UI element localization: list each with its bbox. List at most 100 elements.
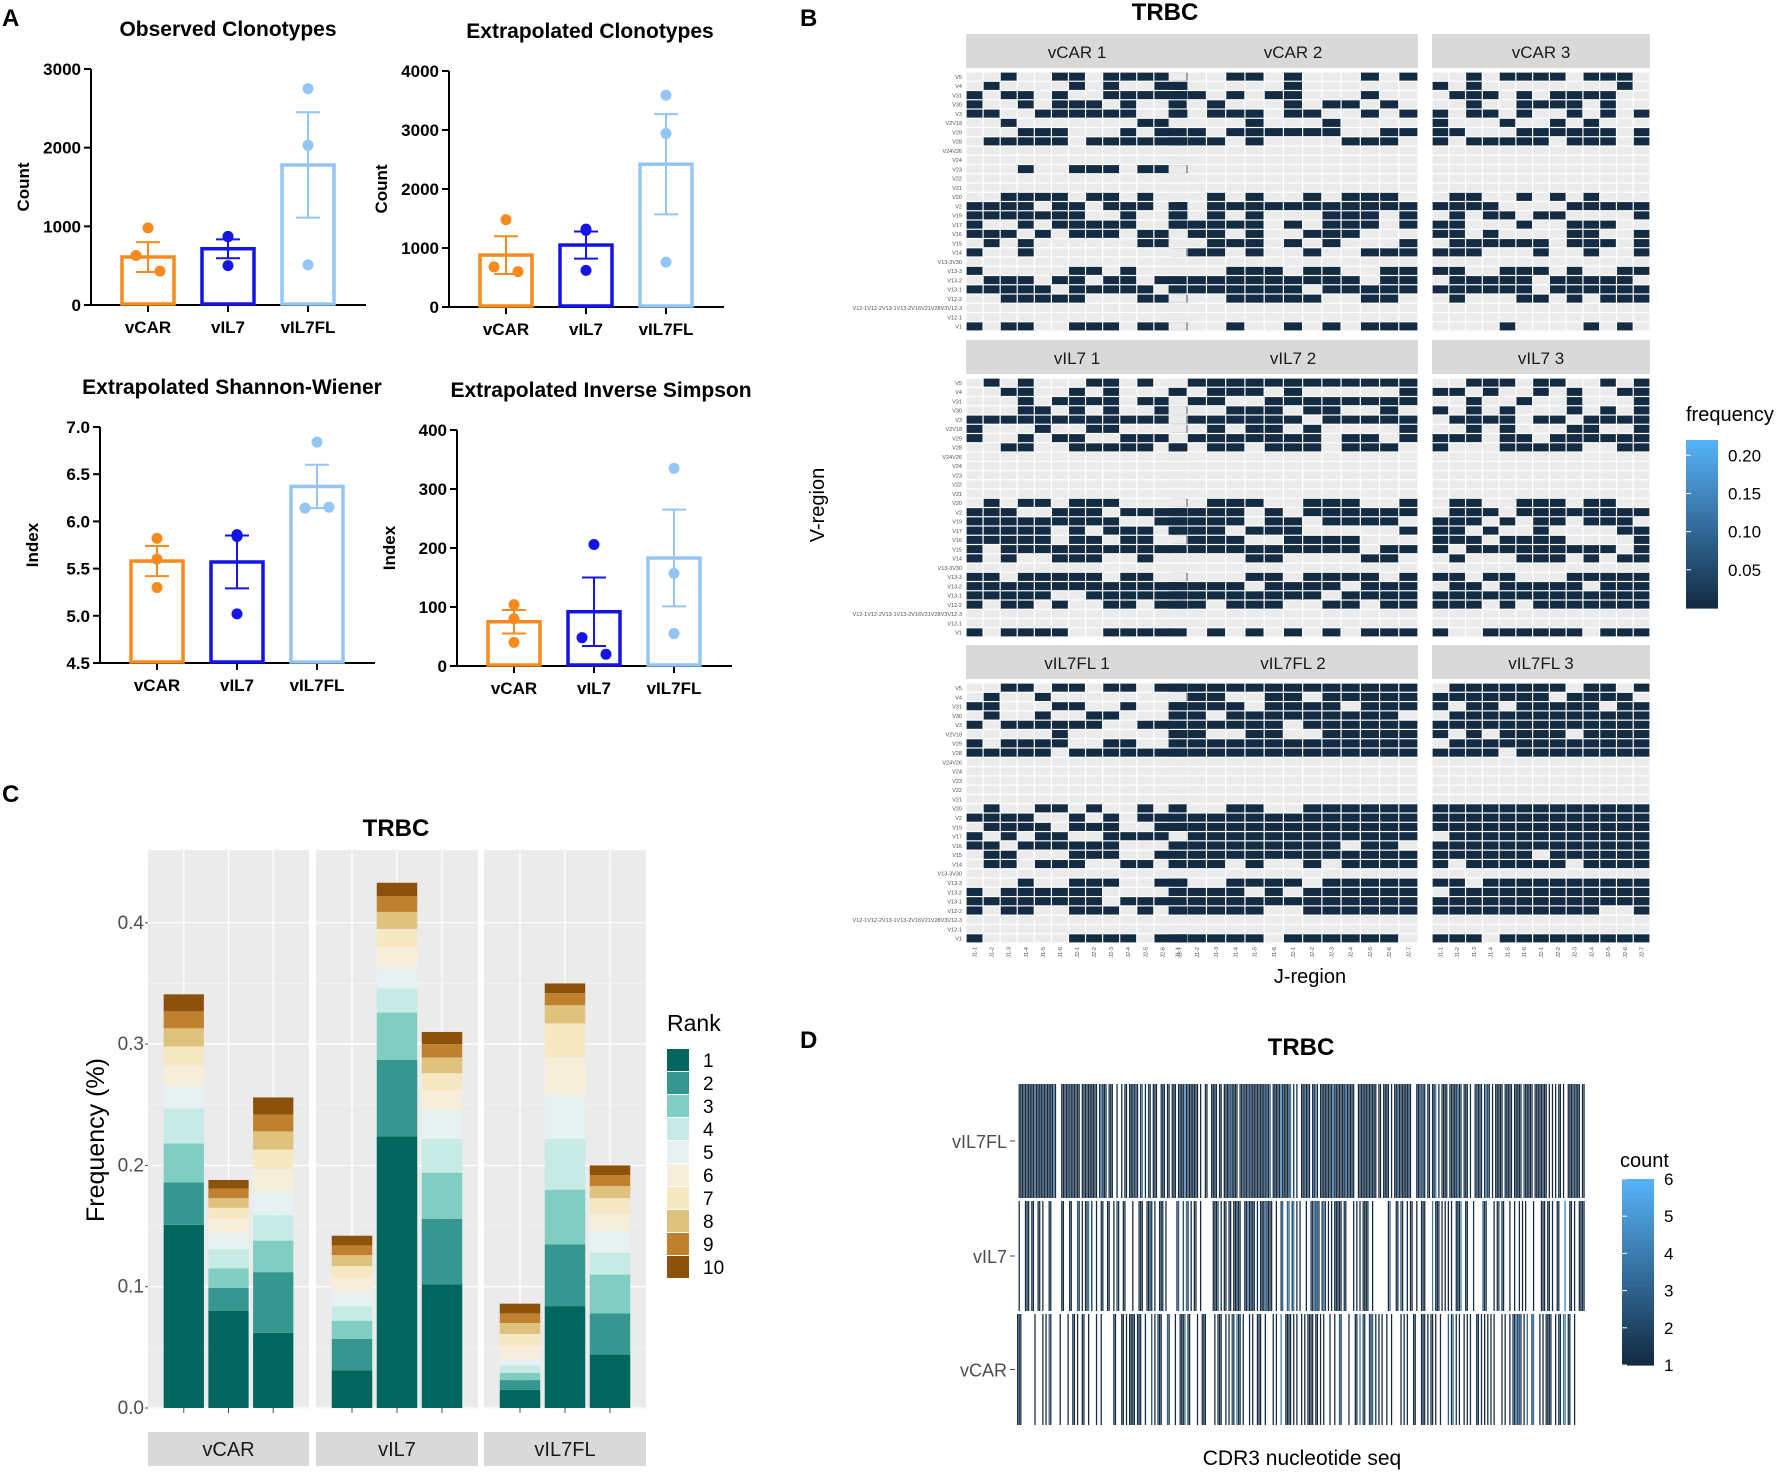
heat-cell — [1516, 248, 1533, 257]
heat-cell — [1264, 489, 1283, 498]
heat-cell — [1283, 128, 1303, 137]
heat-cell — [1482, 285, 1499, 294]
heat-cell — [1549, 739, 1566, 748]
heat-cell — [1207, 850, 1226, 859]
heat-cell — [983, 702, 1000, 711]
heat-cell — [1449, 600, 1465, 609]
heat-cell — [1549, 832, 1566, 841]
legend-gradient-step — [1686, 587, 1718, 592]
heat-cell — [1226, 591, 1245, 600]
data-point-vCAR — [508, 613, 520, 625]
heat-cell — [1137, 739, 1154, 748]
heat-cell — [1283, 609, 1303, 618]
heat-cell — [1617, 795, 1633, 804]
heat-cell — [1034, 498, 1051, 507]
heat-cell — [1600, 600, 1616, 609]
heat-cell — [1533, 155, 1549, 164]
heat-cell — [1000, 832, 1017, 841]
heat-cell — [1360, 572, 1379, 581]
heat-cell — [1000, 192, 1017, 201]
heat-cell — [1466, 804, 1482, 813]
heat-cell — [1017, 192, 1034, 201]
heat-cell — [1187, 730, 1206, 739]
heat-cell — [1264, 841, 1283, 850]
heat-cell — [1449, 841, 1465, 850]
heat-cell — [1633, 489, 1650, 498]
heat-cell — [1168, 471, 1187, 480]
legend-gradient-step — [1686, 582, 1718, 588]
heat-cell — [1380, 720, 1399, 729]
heat-cell — [1360, 554, 1379, 563]
heat-cell — [1499, 434, 1516, 443]
heat-cell — [966, 202, 983, 211]
heat-cell — [1051, 619, 1068, 628]
heat-cell — [1583, 508, 1600, 517]
v-gene-label: V20 — [952, 501, 962, 507]
heat-cell — [1341, 387, 1360, 396]
heat-cell — [1069, 934, 1085, 943]
heat-cell — [1051, 683, 1068, 692]
heat-cell — [1303, 720, 1322, 729]
heat-cell — [1168, 489, 1187, 498]
y-tick-label: 2000 — [43, 139, 81, 158]
heat-cell — [1380, 813, 1399, 822]
heat-cell — [1466, 850, 1482, 859]
heat-cell — [1187, 897, 1206, 906]
heat-cell — [1533, 739, 1549, 748]
heat-cell — [1069, 146, 1085, 155]
cdr3-cell — [1487, 1314, 1489, 1425]
heat-cell — [1226, 192, 1245, 201]
heat-cell — [1103, 748, 1120, 757]
heat-cell — [1303, 285, 1322, 294]
heat-cell — [1322, 572, 1341, 581]
legend-gradient-step — [1622, 1272, 1654, 1278]
heat-cell — [1137, 582, 1154, 591]
heat-cell — [1207, 220, 1226, 229]
heat-cell — [1360, 563, 1379, 572]
heat-cell — [1600, 434, 1616, 443]
heat-cell — [1566, 109, 1583, 118]
heat-cell — [1549, 424, 1566, 433]
heat-cell — [1120, 489, 1137, 498]
heat-cell — [1226, 415, 1245, 424]
heat-cell — [1341, 72, 1360, 81]
v-gene-label: V17 — [952, 223, 962, 229]
heat-cell — [966, 378, 983, 387]
legend-gradient-step — [1686, 465, 1718, 470]
heat-cell — [1120, 248, 1137, 257]
cdr3-cell — [1103, 1084, 1106, 1198]
heat-cell — [1000, 572, 1017, 581]
heat-cell — [1432, 137, 1449, 146]
heat-cell — [1360, 387, 1379, 396]
heat-cell — [1017, 619, 1034, 628]
heat-cell — [1207, 229, 1226, 238]
x-axis-label: J-region — [1274, 966, 1346, 988]
heat-cell — [1034, 313, 1051, 322]
heat-cell — [1103, 415, 1120, 424]
heat-cell — [1154, 776, 1171, 785]
heat-cell — [1017, 508, 1034, 517]
stack-segment-rank-3 — [589, 1274, 631, 1314]
heat-cell — [1499, 146, 1516, 155]
heat-cell — [1566, 387, 1583, 396]
heat-cell — [966, 498, 983, 507]
heat-cell — [1549, 582, 1566, 591]
heat-cell — [1516, 869, 1533, 878]
heat-cell — [1499, 934, 1516, 943]
heat-cell — [983, 276, 1000, 285]
heat-cell — [1303, 906, 1322, 915]
cdr3-cell — [1529, 1084, 1532, 1198]
cdr3-cell — [1152, 1084, 1154, 1198]
heat-cell — [1566, 192, 1583, 201]
heat-cell — [1341, 91, 1360, 100]
heat-cell — [1168, 137, 1187, 146]
heat-cell — [1466, 619, 1482, 628]
heat-cell — [1207, 776, 1226, 785]
heat-cell — [1380, 461, 1399, 470]
heat-cell — [1449, 229, 1465, 238]
legend-label: 2 — [703, 1074, 714, 1095]
heat-cell — [1103, 452, 1120, 461]
heat-cell — [1449, 471, 1465, 480]
heat-cell — [1051, 925, 1068, 934]
legend-gradient-step — [1622, 1183, 1654, 1189]
